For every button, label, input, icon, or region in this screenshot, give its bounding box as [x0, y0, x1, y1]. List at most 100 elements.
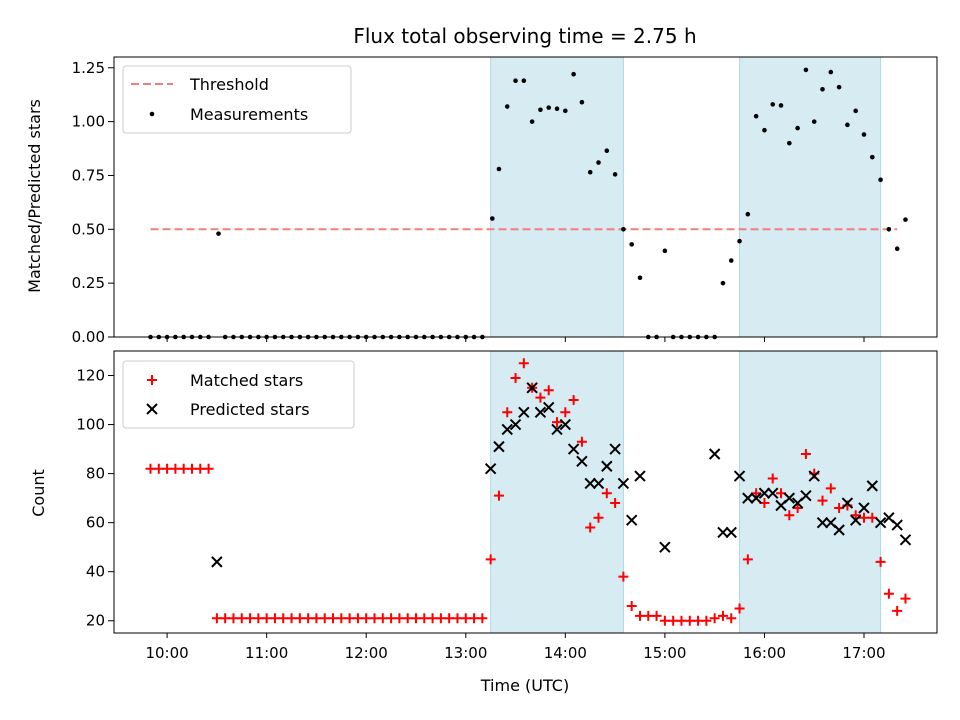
- bottom-y-tick-label: 100: [76, 416, 105, 434]
- bottom-axes-frame: [113, 350, 938, 634]
- measurement-point: [587, 169, 593, 175]
- predicted-star-point: [750, 492, 762, 504]
- measurement-point: [762, 127, 767, 133]
- top-y-tick-label: 1.00: [72, 113, 105, 131]
- measurement-point: [563, 108, 568, 114]
- matched-star-point: [883, 588, 894, 599]
- predicted-star-point: [808, 470, 820, 482]
- measurement-point: [853, 108, 858, 114]
- predicted-star-point: [559, 418, 572, 431]
- measurement-point: [745, 211, 751, 217]
- legend-measurements-label: Measurements: [190, 105, 308, 124]
- matched-star-point: [568, 395, 579, 406]
- legend-matched-marker: [147, 375, 157, 385]
- top-axes-frame: [113, 56, 938, 338]
- bottom-legend: Matched stars Predicted stars: [122, 360, 355, 429]
- predicted-star-point: [576, 455, 588, 468]
- matched-star-point: [510, 372, 521, 383]
- measurement-point: [845, 122, 850, 128]
- predicted-star-point: [551, 423, 563, 436]
- bottom-y-axis-label: Count: [29, 469, 48, 517]
- measurement-point: [828, 69, 834, 75]
- predicted-star-point: [211, 556, 223, 568]
- measurement-point: [546, 105, 552, 110]
- measurement-point: [894, 246, 900, 251]
- observing-window-band: [739, 56, 882, 338]
- measurement-point: [886, 227, 892, 232]
- top-y-tick-label: 0.25: [72, 274, 105, 292]
- measurement-point: [878, 177, 883, 183]
- measurement-point: [529, 119, 535, 124]
- predicted-star-point: [592, 477, 605, 490]
- x-tick-label: 12:00: [345, 644, 388, 662]
- x-axis-label: Time (UTC): [480, 676, 569, 695]
- matched-star-point: [518, 358, 529, 369]
- predicted-star-point: [841, 497, 854, 509]
- predicted-star-point: [526, 382, 538, 394]
- predicted-star-point: [484, 462, 497, 475]
- predicted-star-point: [874, 516, 887, 529]
- measurement-point: [728, 258, 734, 263]
- measurement-point: [612, 172, 618, 177]
- measurement-point: [861, 132, 867, 137]
- predicted-star-point: [767, 487, 779, 499]
- predicted-star-point: [866, 480, 878, 492]
- matched-star-point: [576, 436, 587, 447]
- predicted-star-point: [725, 526, 737, 539]
- measurement-point: [903, 217, 908, 222]
- predicted-star-point: [849, 514, 862, 526]
- predicted-star-point: [891, 519, 903, 531]
- predicted-star-point: [783, 492, 796, 504]
- measurement-point: [629, 242, 634, 247]
- measurement-point: [496, 166, 502, 172]
- measurement-point: [579, 99, 585, 105]
- x-tick-label: 15:00: [643, 644, 686, 662]
- measurement-point: [869, 154, 875, 160]
- top-y-tick-label: 0.50: [72, 220, 105, 238]
- top-legend: Threshold Measurements: [122, 65, 352, 134]
- bottom-y-tick-label: 60: [86, 514, 105, 532]
- measurement-point: [803, 67, 809, 73]
- matched-star-point: [709, 613, 720, 624]
- predicted-star-point: [708, 448, 721, 460]
- measurement-point: [836, 84, 842, 90]
- measurement-point: [571, 71, 576, 77]
- matched-star-point: [651, 610, 662, 621]
- predicted-star-point: [609, 443, 621, 455]
- top-y-tick-label: 0.75: [72, 166, 105, 184]
- measurement-point: [596, 160, 601, 165]
- predicted-star-point: [858, 502, 870, 514]
- matched-star-point: [477, 613, 488, 624]
- predicted-star-point: [800, 489, 812, 502]
- matched-star-point: [726, 613, 737, 624]
- measurement-point: [811, 119, 817, 124]
- legend-predicted-label: Predicted stars: [190, 400, 310, 419]
- top-y-axis-label: Matched/Predicted stars: [25, 99, 44, 293]
- measurement-point: [720, 280, 726, 286]
- predicted-star-point: [567, 443, 580, 455]
- measurement-point: [820, 87, 825, 92]
- matched-star-point: [203, 463, 214, 474]
- bottom-panel: 20 40 60 80 100 120 10:00 11:00 12:00 13:00 14:00 1…: [76, 350, 938, 662]
- top-panel: 0.00 0.25 0.50 0.75 1.00 1.25 Threshold Measure…: [72, 56, 938, 346]
- predicted-star-point: [659, 541, 671, 553]
- matched-star-point: [892, 605, 903, 616]
- predicted-star-point: [617, 477, 630, 490]
- matched-star-point: [742, 554, 753, 565]
- matched-star-point: [535, 392, 546, 403]
- predicted-star-point: [543, 401, 555, 414]
- chart-title: Flux total observing time = 2.75 h: [353, 24, 696, 48]
- x-tick-label: 11:00: [245, 644, 288, 662]
- measurement-point: [538, 107, 543, 113]
- legend-predicted-marker: [146, 403, 158, 415]
- measurement-point: [513, 78, 518, 83]
- matched-star-point: [502, 407, 513, 418]
- bottom-y-tick-label: 20: [86, 612, 105, 630]
- legend-measurements-marker: [149, 111, 155, 117]
- predicted-star-point: [518, 406, 530, 419]
- measurement-point: [795, 125, 800, 131]
- predicted-star-point: [733, 470, 746, 482]
- matched-star-point: [701, 615, 712, 626]
- matched-star-point: [767, 473, 778, 484]
- measurement-point: [753, 113, 759, 119]
